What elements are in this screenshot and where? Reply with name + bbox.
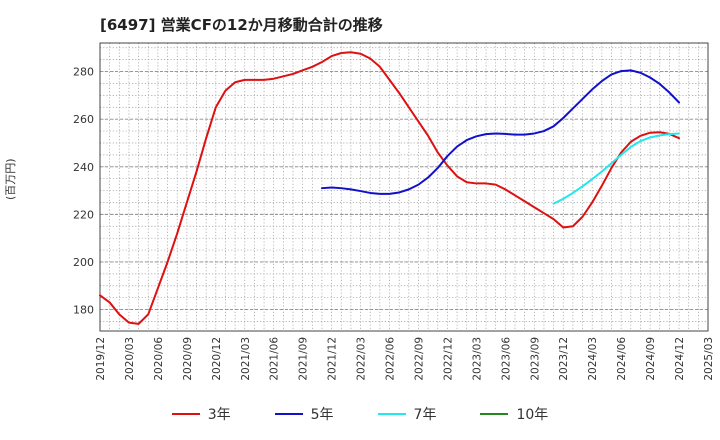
legend-swatch-10y — [480, 413, 509, 415]
x-tick-label: 2023/09 — [529, 337, 541, 381]
series-line-3y — [99, 51, 681, 325]
chart-title: [6497] 営業CFの12か月移動合計の推移 — [100, 16, 383, 34]
x-tick-label: 2022/09 — [413, 337, 425, 381]
legend-label-10y: 10年 — [516, 407, 549, 423]
x-tick-label: 2020/12 — [211, 337, 223, 381]
x-tick-label: 2021/06 — [269, 337, 281, 381]
x-tick-label: 2020/09 — [182, 337, 194, 381]
x-tick-label: 2022/03 — [356, 337, 368, 381]
x-tick-label: 2024/12 — [674, 337, 686, 381]
legend-item-5y: 5年 — [274, 404, 334, 424]
x-tick-label: 2023/03 — [471, 337, 483, 381]
legend-swatch-3y — [171, 413, 200, 415]
y-tick-label: 240 — [73, 161, 94, 174]
x-tick-label: 2024/03 — [587, 337, 599, 381]
plot-area — [100, 43, 708, 331]
y-tick-label: 260 — [73, 113, 94, 126]
series-line-7y — [552, 132, 681, 205]
y-tick-label: 180 — [73, 304, 94, 317]
y-tick-label: 200 — [73, 256, 94, 269]
x-tick-label: 2024/09 — [645, 337, 657, 381]
x-tick-label: 2024/06 — [616, 337, 628, 381]
y-tick-label: 280 — [73, 66, 94, 79]
y-tick-label: 220 — [73, 208, 94, 221]
legend: 3年 5年 7年 10年 — [0, 404, 720, 424]
x-tick-label: 2019/12 — [95, 337, 107, 381]
x-tick-label: 2023/12 — [558, 337, 570, 381]
x-tick-label: 2021/12 — [327, 337, 339, 381]
line-chart: 180 200 220 240 260 280 2019/12 2020/03 2020/06 2… — [73, 42, 715, 381]
legend-item-3y: 3年 — [171, 404, 231, 424]
x-tick-label: 2022/12 — [442, 337, 454, 381]
x-tick-label: 2020/06 — [153, 337, 165, 381]
x-tick-label: 2025/03 — [703, 337, 715, 381]
legend-label-5y: 5年 — [310, 407, 334, 423]
x-tick-label: 2021/03 — [240, 337, 252, 381]
x-tick-label: 2021/09 — [298, 337, 310, 381]
plot-border — [99, 42, 709, 332]
legend-label-3y: 3年 — [207, 407, 231, 423]
series-line-5y — [320, 69, 681, 195]
legend-swatch-7y — [377, 413, 406, 415]
x-tick-label: 2023/06 — [500, 337, 512, 381]
legend-item-10y: 10年 — [480, 404, 548, 424]
legend-label-7y: 7年 — [413, 407, 437, 423]
legend-swatch-5y — [274, 413, 303, 415]
x-tick-label: 2022/06 — [385, 337, 397, 381]
legend-item-7y: 7年 — [377, 404, 437, 424]
x-tick-label: 2020/03 — [124, 337, 136, 381]
